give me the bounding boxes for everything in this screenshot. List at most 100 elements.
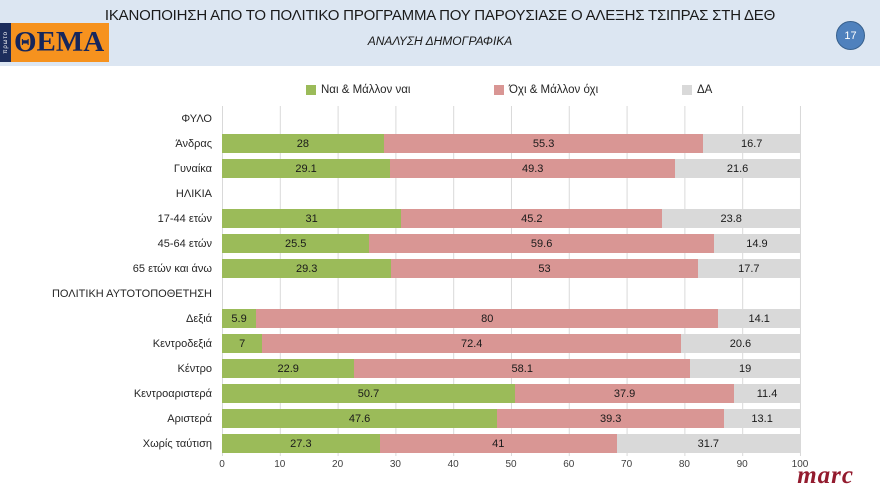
section-label: ΗΛΙΚΙΑ [175,187,212,200]
bar-value-label: 13.1 [751,412,773,425]
bar-group [222,184,800,203]
data-row: Αριστερά 47.6 39.3 13.1 [0,406,880,431]
bar-value-label: 59.6 [530,237,553,250]
bar-value-label: 47.6 [348,412,371,425]
bar-segment-yes: 47.6 [222,409,498,428]
bar-value-label: 27.3 [290,437,312,450]
bar-segment-dk: 13.1 [724,409,800,428]
category-label: Κεντροδεξιά [152,337,212,350]
data-row: 65 ετών και άνω 29.3 53 17.7 [0,256,880,281]
data-row: Κεντροδεξιά 7 72.4 20.6 [0,331,880,356]
bar-segment-dk: 17.7 [697,259,800,278]
slide-number-badge: 17 [836,21,865,50]
x-axis-tick-label: 90 [736,459,748,470]
bar-segment-dk: 21.6 [675,159,800,178]
protothema-logo-vertical: πρωτο [0,23,11,62]
x-axis: 0 10 20 30 40 50 60 70 80 90 100 [219,456,808,472]
bar-value-label: 19 [738,362,752,375]
bar-group: 25.5 59.6 14.9 [222,234,800,253]
bar-segment-yes: 5.9 [222,309,257,328]
bar-value-label: 22.9 [277,362,299,375]
bar-value-label: 41 [492,437,505,450]
bar-segment-dk: 20.6 [680,334,800,353]
category-label: 17-44 ετών [157,212,212,225]
bar-value-label: 21.6 [726,162,749,175]
bar-segment-no: 72.4 [262,334,681,353]
bar-group: 22.9 58.1 19 [222,359,800,378]
bar-value-label: 7 [239,337,246,350]
legend-item-no: Όχι & Μάλλον όχι [494,84,598,96]
bar-value-label: 29.3 [295,262,318,275]
category-label: 65 ετών και άνω [132,262,212,275]
data-row: Άνδρας 28 55.3 16.7 [0,131,880,156]
bar-segment-dk: 14.1 [718,309,800,328]
page-subtitle: ΑΝΑΛΥΣΗ ΔΗΜΟΓΡΑΦΙΚΑ [367,34,513,48]
bar-segment-yes: 25.5 [222,234,370,253]
bar-value-label: 53 [538,262,551,275]
category-label: Αριστερά [167,412,212,425]
bar-segment-yes: 28 [222,134,384,153]
x-axis-tick-label: 80 [678,459,690,470]
bar-value-label: 58.1 [511,362,533,375]
bar-value-label: 37.9 [613,387,636,400]
marc-agency-logo: marc [797,462,854,489]
data-row: Χωρίς ταύτιση 27.3 41 31.7 [0,431,880,456]
x-axis-tick-label: 100 [791,459,809,470]
bar-segment-no: 49.3 [390,159,676,178]
section-label: ΦΥΛΟ [181,112,212,125]
x-axis-tick-label: 20 [332,459,344,470]
data-row: Κέντρο 22.9 58.1 19 [0,356,880,381]
data-row: Δεξιά 5.9 80 14.1 [0,306,880,331]
legend-swatch-dk [682,85,692,95]
bar-segment-yes: 29.3 [222,259,392,278]
chart-rows: ΦΥΛΟ Άνδρας 28 55.3 16.7 Γυναίκα 29.1 49.3 21.6 Η… [0,106,880,456]
legend-label-yes: Ναι & Μάλλον ναι [321,84,411,96]
bar-segment-yes: 22.9 [222,359,355,378]
bar-value-label: 17.7 [738,262,760,275]
section-row: ΗΛΙΚΙΑ [0,181,880,206]
data-row: Γυναίκα 29.1 49.3 21.6 [0,156,880,181]
bar-value-label: 45.2 [521,212,543,225]
legend-swatch-yes [306,85,316,95]
demographics-stacked-bar-chart: Ναι & Μάλλον ναι Όχι & Μάλλον όχι ΔΑ ΦΥΛ… [0,82,880,472]
category-label: Κεντροαριστερά [133,387,212,400]
bar-group: 31 45.2 23.8 [222,209,800,228]
category-label: Κέντρο [177,362,212,375]
bar-value-label: 29.1 [295,162,317,175]
bar-group: 50.7 37.9 11.4 [222,384,800,403]
section-row: ΦΥΛΟ [0,106,880,131]
bar-segment-yes: 31 [222,209,402,228]
category-label: Χωρίς ταύτιση [142,437,212,450]
bar-value-label: 31.7 [697,437,720,450]
plot-area: ΦΥΛΟ Άνδρας 28 55.3 16.7 Γυναίκα 29.1 49.3 21.6 Η… [0,106,880,472]
bar-value-label: 80 [481,312,494,325]
data-row: 45-64 ετών 25.5 59.6 14.9 [0,231,880,256]
x-axis-tick-label: 10 [274,459,286,470]
legend-swatch-no [494,85,504,95]
chart-legend: Ναι & Μάλλον ναι Όχι & Μάλλον όχι ΔΑ [222,82,800,102]
bar-group [222,109,800,128]
section-label: ΠΟΛΙΤΙΚΗ ΑΥΤΟΤΟΠΟΘΕΤΗΣΗ [51,287,212,300]
bar-group: 28 55.3 16.7 [222,134,800,153]
protothema-logo-text: ΘΕΜΑ [11,23,110,62]
x-axis-tick-label: 70 [621,459,633,470]
legend-item-yes: Ναι & Μάλλον ναι [306,84,410,96]
bar-segment-dk: 19 [690,359,800,378]
category-label: Άνδρας [175,137,212,150]
legend-item-dk: ΔΑ [682,84,712,96]
data-row: Κεντροαριστερά 50.7 37.9 11.4 [0,381,880,406]
bar-group: 47.6 39.3 13.1 [222,409,800,428]
category-label: Γυναίκα [173,162,212,175]
bar-group: 29.3 53 17.7 [222,259,800,278]
bar-value-label: 49.3 [521,162,544,175]
bar-segment-no: 55.3 [383,134,704,153]
data-row: 17-44 ετών 31 45.2 23.8 [0,206,880,231]
bar-value-label: 39.3 [599,412,622,425]
bar-segment-dk: 11.4 [734,384,800,403]
x-axis-tick-label: 0 [219,459,225,470]
slide-header: πρωτο ΘΕΜΑ ΙΚΑΝΟΠΟΙΗΣΗ ΑΠΟ ΤΟ ΠΟΛΙΤΙΚΟ Π… [0,0,880,66]
bar-value-label: 14.9 [746,237,768,250]
bar-value-label: 23.8 [720,212,742,225]
bar-value-label: 28 [296,137,310,150]
bar-segment-yes: 50.7 [222,384,516,403]
